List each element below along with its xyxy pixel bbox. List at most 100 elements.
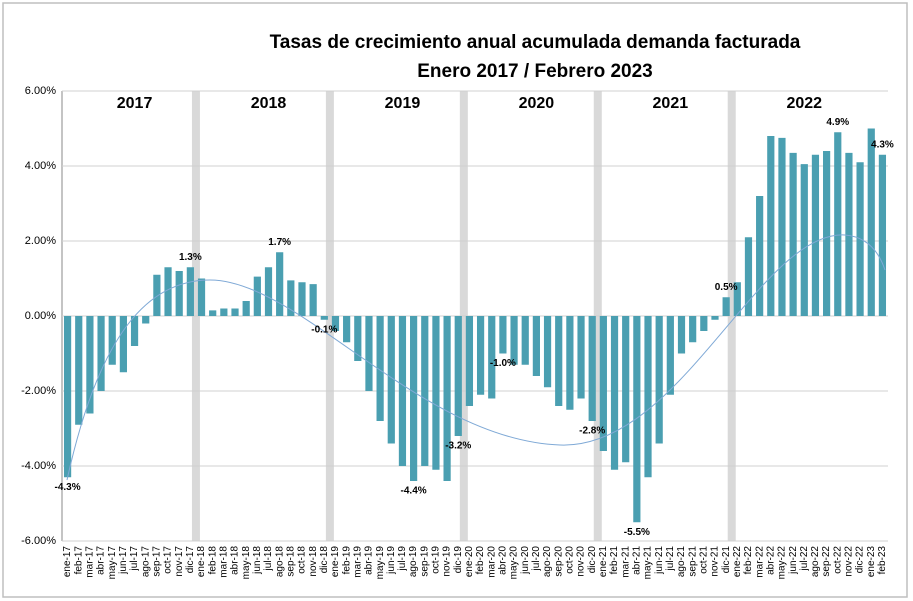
bar [700, 316, 708, 331]
bar [823, 151, 831, 316]
bar [722, 297, 730, 316]
bar [443, 316, 451, 481]
bar [108, 316, 116, 365]
x-tick-label: may-22 [777, 546, 788, 580]
bar [220, 308, 228, 316]
x-tick-label: sep-18 [285, 546, 296, 577]
bar [744, 237, 753, 316]
bar [521, 316, 529, 365]
bar [566, 316, 574, 410]
bar [175, 271, 183, 316]
bar [756, 196, 764, 316]
chart-title: Tasas de crecimiento anual acumulada dem… [270, 32, 801, 53]
bar [834, 132, 842, 316]
x-tick-label: mar-22 [754, 546, 765, 578]
x-tick-label: ene-22 [732, 546, 743, 578]
x-tick-label: ago-21 [676, 546, 687, 578]
bar [499, 316, 507, 354]
data-label: -5.5% [624, 527, 650, 538]
bar [655, 316, 663, 444]
year-label: 2020 [519, 95, 555, 112]
x-tick-label: jul-17 [129, 546, 140, 572]
bar [421, 316, 429, 466]
x-tick-label: ago-18 [274, 546, 285, 578]
x-tick-label: nov-17 [174, 546, 185, 577]
bar [331, 316, 340, 331]
x-tick-label: nov-22 [844, 546, 855, 577]
x-tick-label: sep-22 [821, 546, 832, 577]
x-tick-label: oct-19 [431, 546, 442, 574]
data-label: -4.4% [401, 486, 427, 497]
x-tick-label: dic-21 [721, 546, 732, 574]
bar [767, 136, 775, 316]
trend-line [66, 234, 886, 481]
data-label: 1.7% [268, 237, 291, 248]
bar [588, 316, 596, 421]
bar [532, 316, 540, 376]
x-tick-label: jul-21 [665, 546, 676, 572]
bar [376, 316, 384, 421]
y-tick-label: -6.00% [21, 535, 56, 547]
year-label: 2021 [653, 95, 689, 112]
bar [142, 316, 150, 324]
x-tick-label: ago-17 [140, 546, 151, 578]
bar [510, 316, 518, 365]
bar [622, 316, 630, 463]
bar [264, 267, 273, 316]
bar [287, 280, 295, 316]
x-tick-label: may-20 [509, 546, 520, 580]
data-label: -2.8% [579, 426, 605, 437]
x-tick-label: feb-20 [475, 546, 486, 575]
bar [454, 316, 462, 436]
x-tick-label: ago-19 [408, 546, 419, 578]
x-tick-label: ene-21 [598, 546, 609, 578]
y-tick-label: -4.00% [21, 460, 56, 472]
x-tick-label: jul-20 [531, 546, 542, 572]
x-tick-label: oct-20 [565, 546, 576, 574]
bar [689, 316, 697, 343]
x-tick-label: may-21 [643, 546, 654, 580]
x-tick-label: sep-20 [553, 546, 564, 577]
x-tick-label: nov-19 [442, 546, 453, 577]
bar [153, 274, 161, 316]
x-tick-label: nov-20 [576, 546, 587, 577]
x-tick-label: jul-19 [397, 546, 408, 572]
data-label: 0.5% [715, 282, 738, 293]
x-tick-label: sep-21 [687, 546, 698, 577]
bar [811, 154, 820, 316]
x-tick-label: abr-22 [765, 546, 776, 575]
bar [309, 284, 317, 316]
bar [130, 316, 139, 346]
bar [800, 164, 808, 316]
x-tick-label: feb-21 [609, 546, 620, 575]
bar [432, 316, 440, 470]
bar [298, 282, 306, 316]
y-tick-label: 6.00% [25, 85, 56, 97]
x-tick-label: feb-23 [877, 546, 888, 575]
bar [75, 316, 83, 425]
x-tick-label: ene-17 [62, 546, 73, 578]
x-tick-label: dic-20 [587, 546, 598, 574]
x-tick-label: jun-18 [252, 546, 263, 575]
bar [253, 276, 261, 316]
bar [476, 316, 485, 395]
bar [677, 316, 686, 354]
x-tick-label: feb-17 [73, 546, 84, 575]
x-tick-label: mar-21 [620, 546, 631, 578]
bar [320, 316, 328, 320]
year-label: 2018 [251, 95, 287, 112]
x-tick-label: abr-17 [96, 546, 107, 575]
x-tick-label: ene-23 [866, 546, 877, 578]
bar [354, 316, 362, 361]
bar [276, 252, 284, 316]
data-label: 4.3% [871, 139, 894, 150]
y-tick-label: 4.00% [25, 160, 56, 172]
x-tick-label: jun-19 [386, 546, 397, 575]
x-tick-label: mar-19 [352, 546, 363, 578]
x-tick-label: sep-19 [419, 546, 430, 577]
x-tick-label: may-19 [375, 546, 386, 580]
bar [365, 316, 373, 391]
x-tick-label: jun-22 [788, 546, 799, 575]
x-tick-label: feb-19 [341, 546, 352, 575]
bar [878, 154, 887, 316]
